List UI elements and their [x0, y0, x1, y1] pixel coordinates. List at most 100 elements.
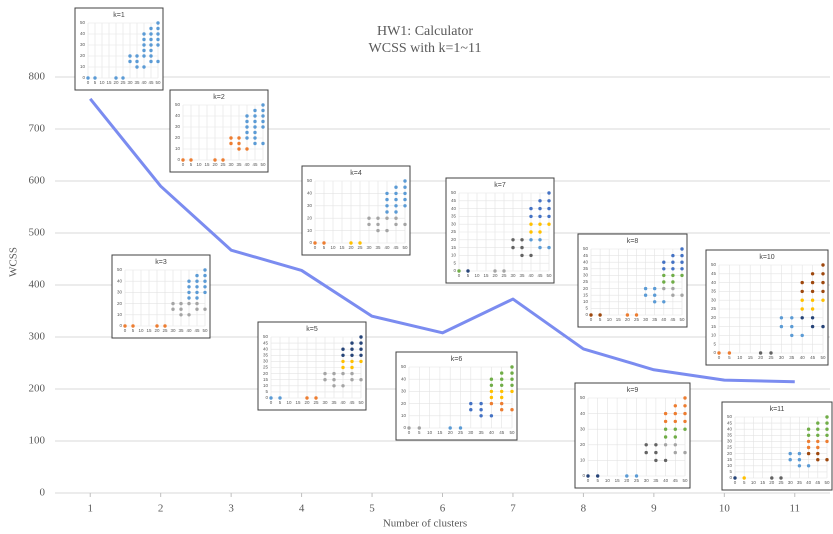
- inset-point: [493, 269, 497, 273]
- inset-y-tick-label: 25: [583, 279, 589, 284]
- inset-point: [806, 451, 811, 456]
- inset-point: [341, 365, 345, 370]
- inset-x-tick-label: 25: [458, 430, 464, 435]
- inset-x-tick-label: 15: [204, 162, 210, 167]
- inset-point: [305, 396, 309, 400]
- inset-point: [673, 443, 677, 447]
- y-axis-label: WCSS: [8, 247, 20, 277]
- inset-point: [680, 267, 684, 271]
- inset-point: [680, 253, 684, 258]
- inset-point: [825, 427, 829, 431]
- inset-point: [538, 222, 542, 226]
- inset-point: [278, 396, 282, 400]
- inset-x-tick-label: 15: [106, 80, 112, 85]
- inset-x-tick-label: 30: [322, 400, 328, 405]
- inset-point: [547, 214, 551, 219]
- inset-x-tick-label: 30: [643, 317, 649, 322]
- inset-title: k=4: [350, 170, 362, 177]
- inset-x-tick-label: 30: [788, 480, 794, 485]
- inset-point: [673, 450, 677, 455]
- inset-point: [825, 421, 829, 425]
- inset-point: [653, 293, 657, 297]
- inset-point: [683, 404, 687, 408]
- inset-x-tick-label: 25: [768, 355, 774, 360]
- inset-point: [671, 260, 675, 264]
- inset-x-tick-label: 0: [87, 80, 90, 85]
- inset-point: [779, 324, 784, 329]
- inset-point: [314, 396, 318, 400]
- inset-point: [547, 245, 551, 250]
- inset-point: [671, 293, 675, 297]
- inset-point: [195, 279, 199, 283]
- inset-point: [394, 185, 398, 189]
- inset-point: [171, 301, 175, 306]
- inset-point: [816, 458, 820, 462]
- inset-point: [149, 59, 153, 64]
- inset-x-tick-label: 20: [625, 317, 631, 322]
- inset-y-tick-label: 50: [401, 364, 407, 369]
- inset-point: [806, 439, 811, 444]
- inset-point: [810, 316, 815, 320]
- inset-x-tick-label: 15: [760, 480, 766, 485]
- inset-x-tick-label: 5: [94, 80, 97, 85]
- x-tick-label: 4: [299, 503, 305, 515]
- inset-point: [800, 298, 804, 302]
- inset-point: [156, 26, 160, 31]
- inset-y-tick-label: 50: [711, 262, 717, 267]
- inset-y-tick-label: 20: [583, 286, 589, 291]
- inset-point: [538, 206, 542, 211]
- inset-point: [673, 419, 677, 424]
- inset-point: [448, 426, 452, 430]
- inset-point: [203, 285, 207, 289]
- inset-point: [367, 216, 371, 220]
- inset-y-tick-label: 30: [451, 221, 457, 226]
- inset-point: [417, 426, 421, 430]
- inset-y-tick-label: 50: [175, 102, 181, 107]
- inset-point: [350, 353, 354, 357]
- x-tick-label: 11: [789, 503, 800, 515]
- inset-y-tick-label: 50: [583, 246, 589, 251]
- inset-y-tick-label: 0: [82, 75, 85, 80]
- x-tick-label: 2: [158, 503, 164, 515]
- inset-point: [816, 433, 820, 437]
- inset-point: [538, 230, 542, 234]
- inset-point: [673, 427, 677, 431]
- inset-point: [156, 37, 160, 42]
- inset-point: [403, 185, 407, 189]
- inset-title: k=9: [627, 387, 639, 394]
- inset-point: [810, 272, 815, 276]
- inset-point: [394, 197, 398, 202]
- inset-point: [261, 141, 265, 146]
- inset-point: [683, 450, 687, 455]
- inset-point: [806, 464, 811, 468]
- inset-x-tick-label: 5: [132, 328, 135, 333]
- inset-point: [816, 451, 820, 456]
- inset-point: [341, 347, 345, 351]
- inset-y-tick-label: 5: [729, 469, 732, 474]
- inset-point: [179, 313, 183, 317]
- inset-x-tick-label: 35: [789, 355, 795, 360]
- inset-point: [469, 401, 473, 406]
- inset-x-tick-label: 40: [186, 328, 192, 333]
- inset-x-tick-label: 45: [252, 162, 258, 167]
- inset-point: [341, 353, 345, 357]
- inset-point: [500, 389, 504, 394]
- inset-point: [529, 222, 533, 226]
- inset-point: [187, 279, 191, 283]
- inset-x-tick-label: 20: [448, 430, 454, 435]
- inset-x-tick-label: 50: [682, 478, 688, 483]
- inset-x-tick-label: 5: [467, 273, 470, 278]
- inset-point: [135, 54, 139, 58]
- inset-point: [520, 238, 524, 242]
- inset-y-tick-label: 30: [583, 273, 589, 278]
- inset-y-tick-label: 0: [403, 425, 406, 430]
- inset-point: [654, 458, 658, 463]
- inset-x-tick-label: 20: [304, 400, 310, 405]
- inset-y-tick-label: 20: [580, 442, 586, 447]
- inset-x-tick-label: 50: [202, 328, 208, 333]
- inset-y-tick-label: 5: [713, 341, 716, 346]
- inset-point: [683, 419, 687, 424]
- inset-x-tick-label: 30: [228, 162, 234, 167]
- inset-y-tick-label: 50: [117, 267, 123, 272]
